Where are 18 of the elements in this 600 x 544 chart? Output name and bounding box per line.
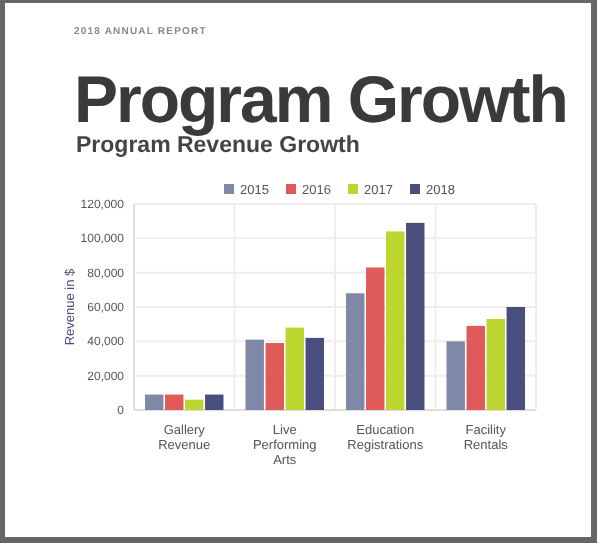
bar [366,267,385,410]
bar [145,394,164,410]
bar [265,343,284,410]
bar [486,319,505,410]
bar [245,339,264,410]
bar [165,394,184,410]
bar [466,325,485,410]
chart-title: Program Growth [74,62,567,136]
bar [506,307,525,410]
bar [205,394,224,410]
bar [386,231,405,410]
chart-subtitle: Program Revenue Growth [76,134,360,158]
bar [305,337,324,410]
bar [446,341,465,410]
bar [285,327,304,410]
bar [346,293,365,410]
bar [185,399,204,410]
bar [406,222,425,410]
